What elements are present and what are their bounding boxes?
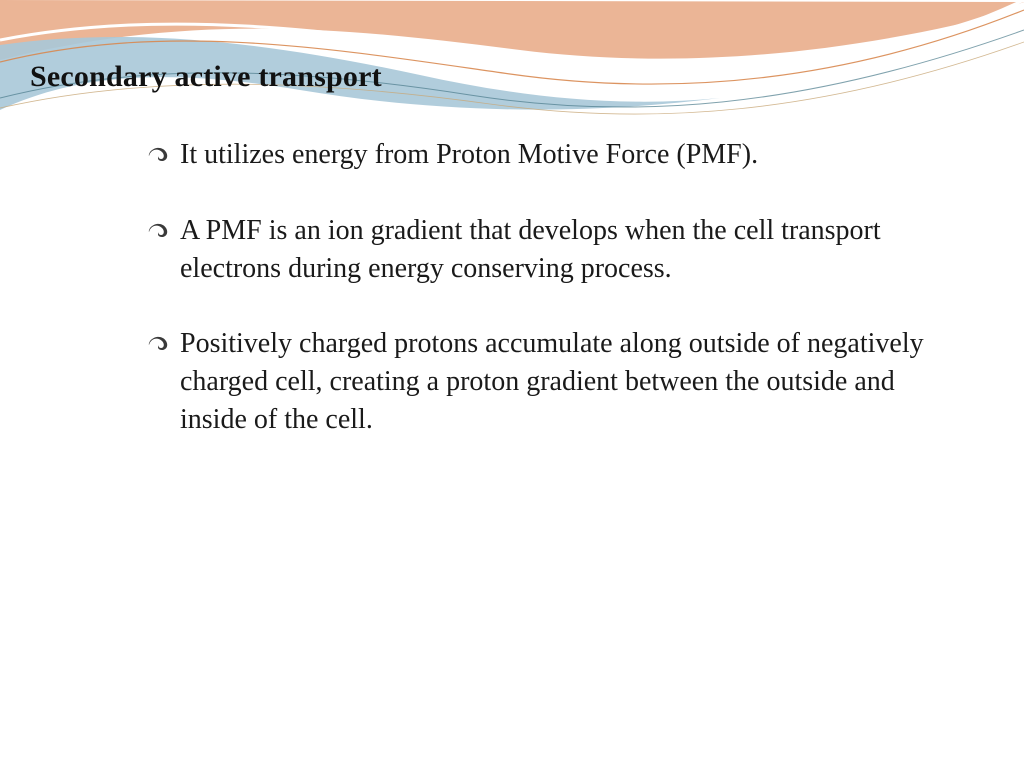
- swirl-bullet-icon: [146, 142, 170, 166]
- bullet-item: A PMF is an ion gradient that develops w…: [150, 212, 930, 288]
- slide-content: Secondary active transport It utilizes e…: [0, 60, 1024, 477]
- swirl-bullet-icon: [146, 218, 170, 242]
- bullet-text: It utilizes energy from Proton Motive Fo…: [180, 139, 758, 170]
- bullet-item: It utilizes energy from Proton Motive Fo…: [150, 136, 930, 174]
- bullet-text: A PMF is an ion gradient that develops w…: [180, 215, 881, 284]
- slide-title: Secondary active transport: [30, 60, 984, 94]
- bullet-text: Positively charged protons accumulate al…: [180, 328, 924, 435]
- swirl-bullet-icon: [146, 331, 170, 355]
- bullet-list: It utilizes energy from Proton Motive Fo…: [150, 136, 930, 439]
- bullet-item: Positively charged protons accumulate al…: [150, 325, 930, 438]
- slide: Secondary active transport It utilizes e…: [0, 0, 1024, 768]
